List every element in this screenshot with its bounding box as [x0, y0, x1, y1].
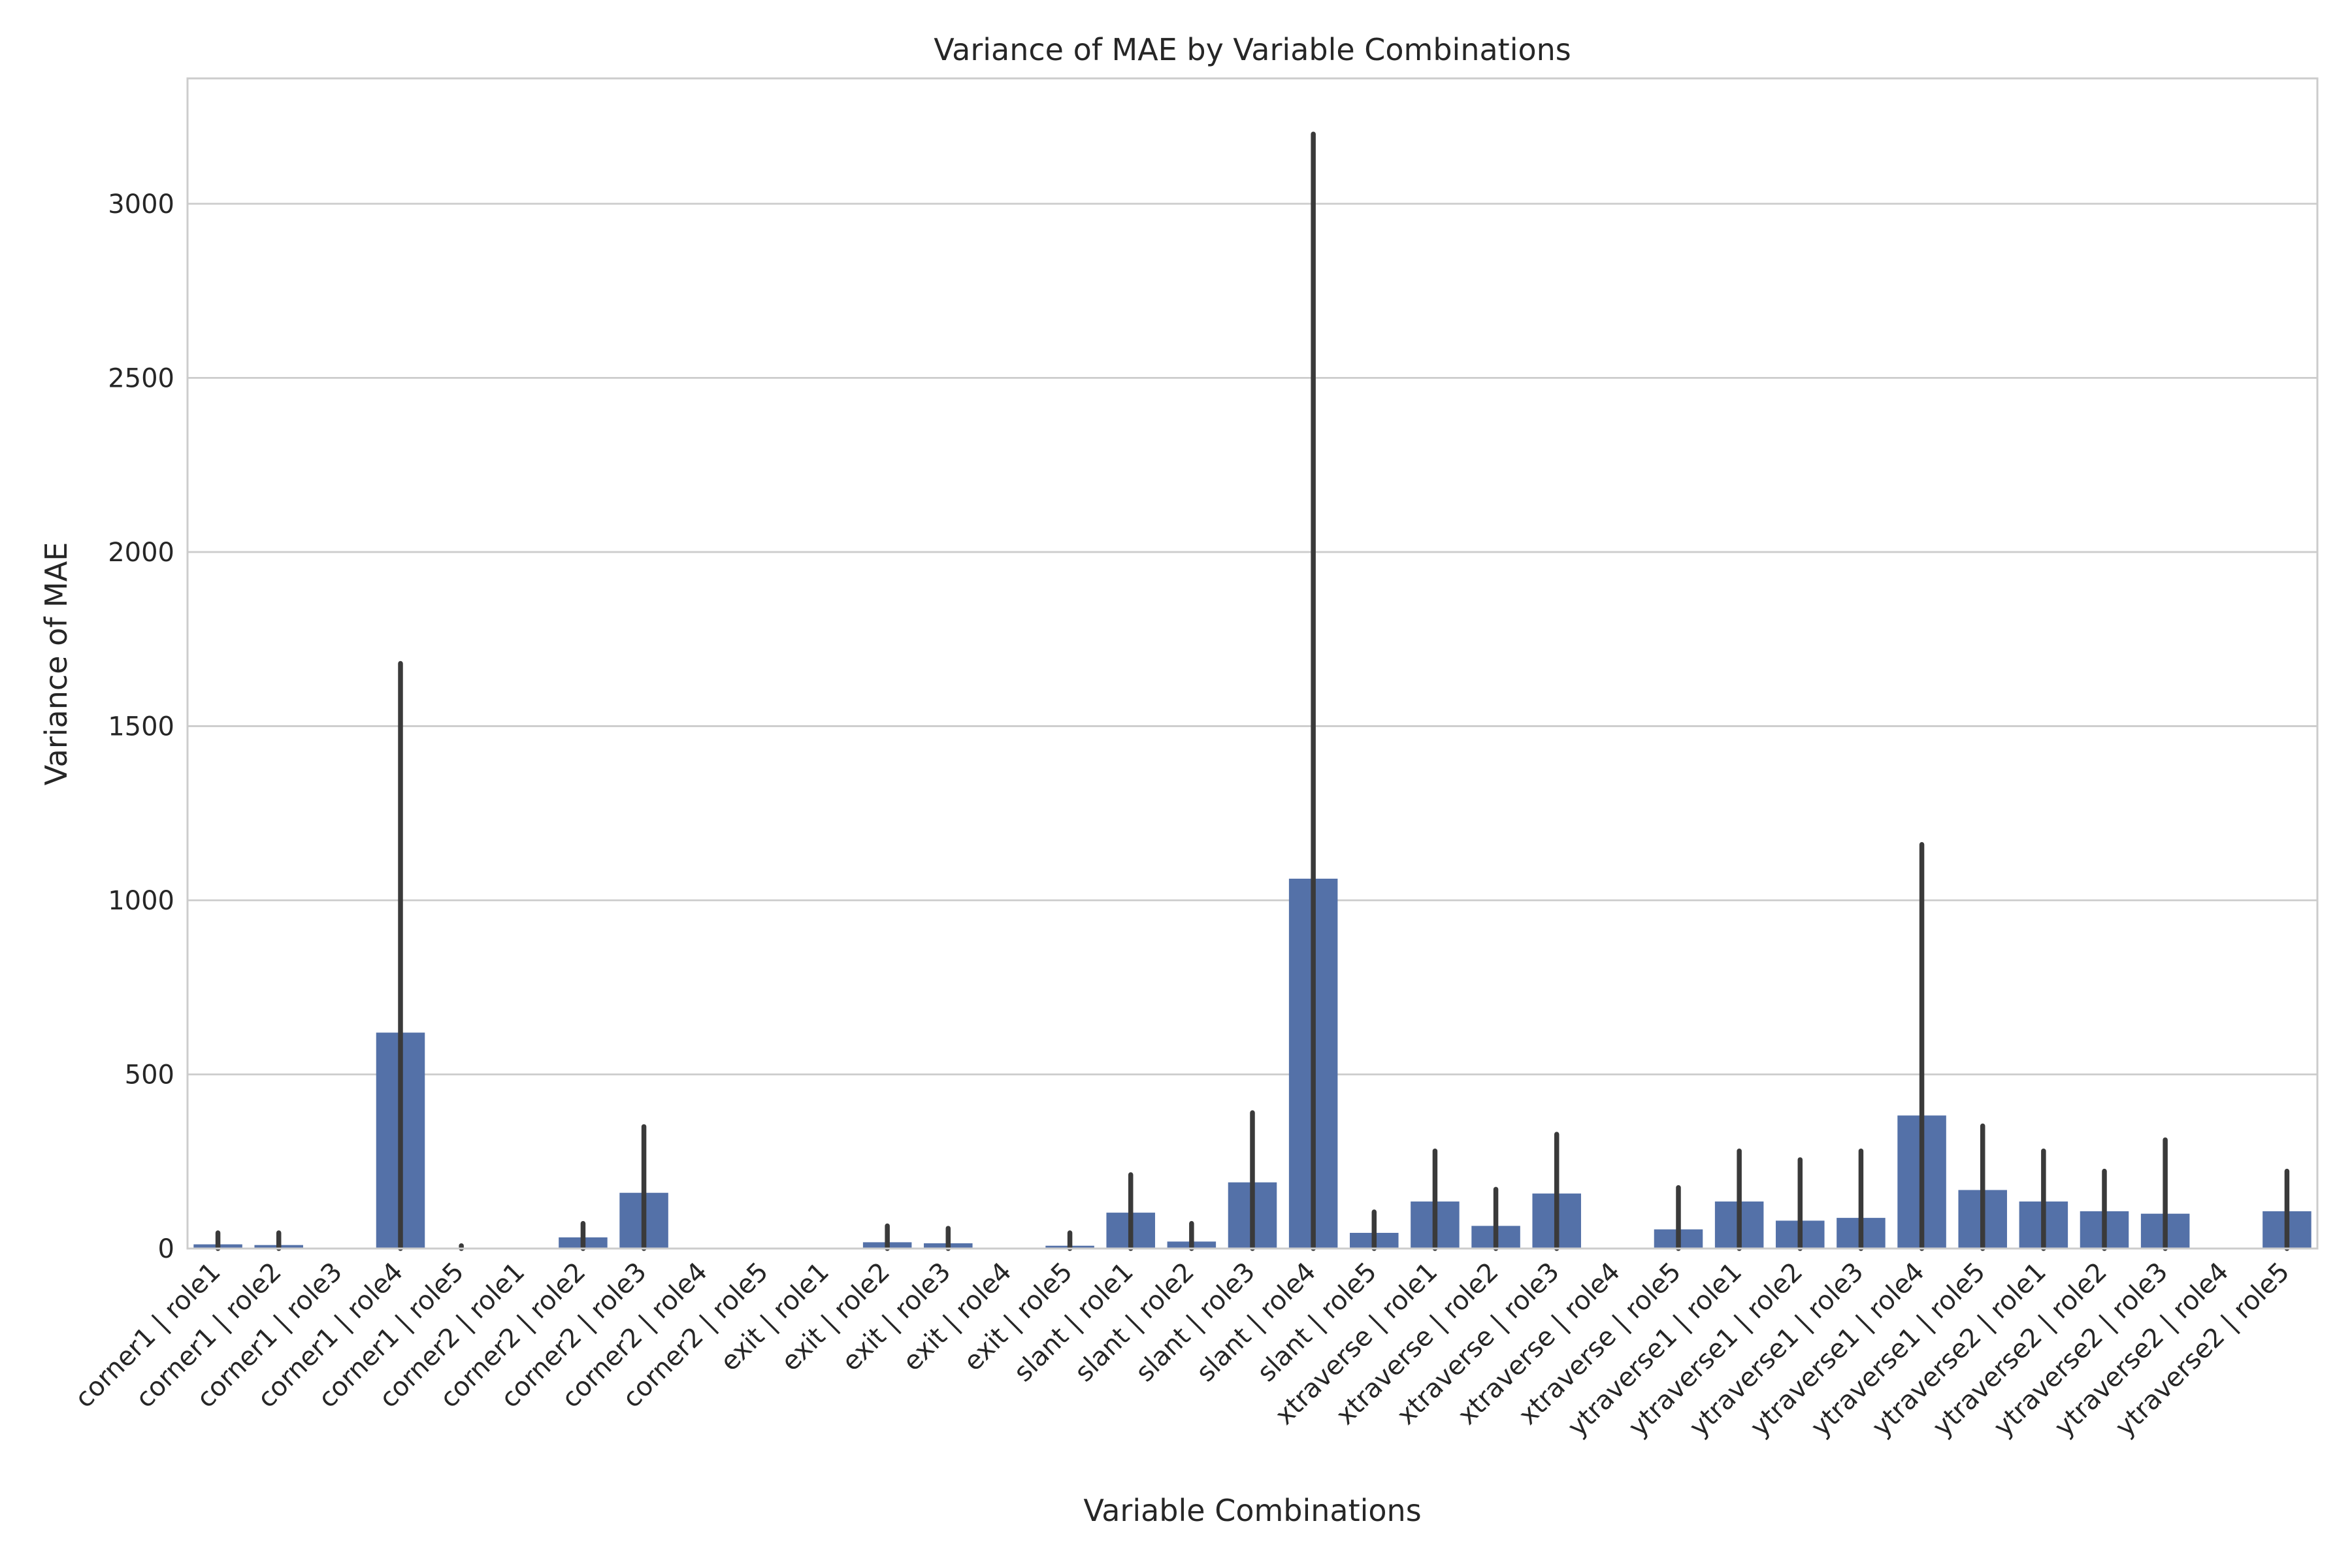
y-tick-label: 500 [125, 1060, 174, 1090]
y-axis-label: Variance of MAE [39, 542, 74, 786]
error-bars [215, 131, 2290, 1251]
x-axis-label: Variable Combinations [1083, 1493, 1421, 1528]
y-tick-labels: 0 500 1000 1500 2000 2500 3000 [108, 189, 174, 1264]
y-tick-label: 1000 [108, 886, 174, 916]
grid [188, 203, 2317, 1250]
y-tick-label: 0 [158, 1234, 174, 1264]
plot-frame [186, 77, 2319, 1250]
y-tick-label: 2500 [108, 363, 174, 393]
y-tick-label: 3000 [108, 189, 174, 220]
chart-title: Variance of MAE by Variable Combinations [934, 32, 1571, 67]
y-tick-label: 2000 [108, 538, 174, 568]
y-tick-label: 1500 [108, 711, 174, 742]
